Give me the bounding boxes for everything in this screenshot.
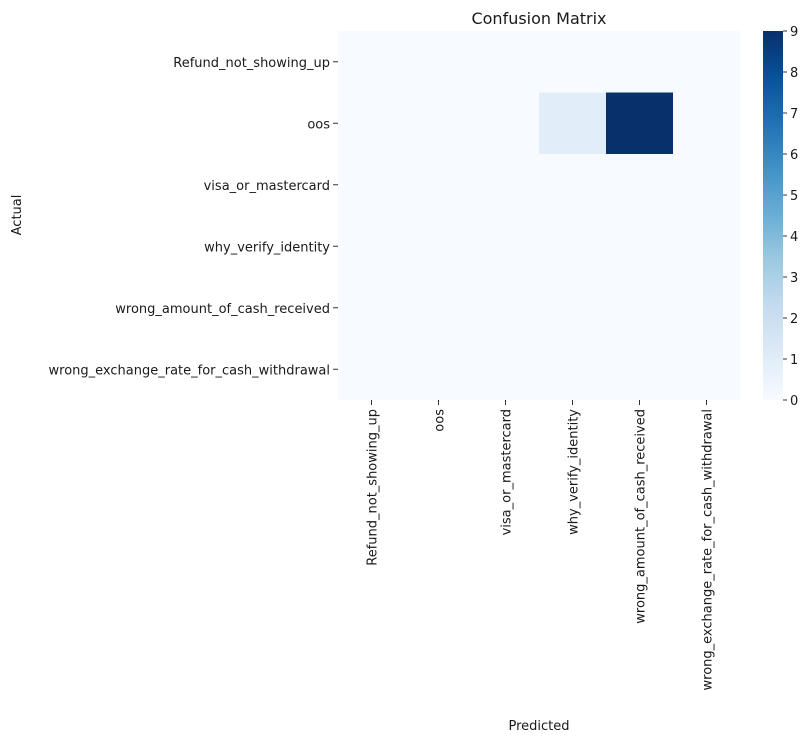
y-tick-label: Refund_not_showing_up <box>173 56 330 71</box>
heatmap-cell-r0-c0 <box>338 31 406 93</box>
heatmap-cell-r1-c0 <box>338 92 406 155</box>
y-tick-label: oos <box>307 117 330 132</box>
colorbar-tick-label: 3 <box>790 271 798 286</box>
heatmap-cell-r0-c2 <box>472 31 540 93</box>
y-tick-label: wrong_exchange_rate_for_cash_withdrawal <box>49 363 330 378</box>
heatmap-cell-r1-c4 <box>606 92 674 155</box>
heatmap-cell-r5-c5 <box>673 338 741 401</box>
heatmap-cell-r4-c4 <box>606 277 674 339</box>
heatmap-cell-r5-c0 <box>338 338 406 401</box>
colorbar-tick-label: 7 <box>790 107 798 122</box>
heatmap-cell-r4-c5 <box>673 277 741 339</box>
heatmap-cell-r2-c1 <box>405 154 473 216</box>
x-tick-label: visa_or_mastercard <box>500 409 515 535</box>
x-tick-label: wrong_amount_of_cash_received <box>634 409 649 624</box>
x-tick-label: Refund_not_showing_up <box>366 409 381 566</box>
heatmap-cell-r3-c0 <box>338 215 406 278</box>
y-axis-label: Actual <box>10 195 25 236</box>
heatmap-cell-r4-c3 <box>539 277 607 339</box>
colorbar-tick-label: 8 <box>790 66 798 81</box>
colorbar-tick-label: 9 <box>790 25 798 40</box>
colorbar-tick-label: 4 <box>790 230 798 245</box>
heatmap-cell-r0-c3 <box>539 31 607 93</box>
heatmap-cell-r2-c2 <box>472 154 540 216</box>
heatmap-cell-r1-c5 <box>673 92 741 155</box>
x-tick-label: why_verify_identity <box>567 409 582 535</box>
heatmap-cell-r0-c4 <box>606 31 674 93</box>
colorbar-tick-label: 6 <box>790 148 798 163</box>
heatmap-cell-r3-c3 <box>539 215 607 278</box>
x-tick-label: oos <box>433 409 448 432</box>
heatmap-cell-r4-c2 <box>472 277 540 339</box>
x-axis-label: Predicted <box>508 719 569 734</box>
y-tick-label: wrong_amount_of_cash_received <box>115 302 330 317</box>
colorbar <box>763 31 783 400</box>
y-tick-label: why_verify_identity <box>204 240 330 255</box>
colorbar-tick-label: 2 <box>790 312 798 327</box>
heatmap-cell-r5-c1 <box>405 338 473 401</box>
x-tick-label: wrong_exchange_rate_for_cash_withdrawal <box>701 409 716 690</box>
heatmap-cell-r0-c5 <box>673 31 741 93</box>
heatmap-cell-r3-c5 <box>673 215 741 278</box>
colorbar-tick-label: 5 <box>790 189 798 204</box>
heatmap-cell-r2-c0 <box>338 154 406 216</box>
heatmap-cell-r1-c1 <box>405 92 473 155</box>
heatmap-cell-r1-c3 <box>539 92 607 155</box>
heatmap-cell-r5-c3 <box>539 338 607 401</box>
heatmap-cell-r0-c1 <box>405 31 473 93</box>
heatmap-cell-r3-c4 <box>606 215 674 278</box>
heatmap-cell-r2-c3 <box>539 154 607 216</box>
y-tick-label: visa_or_mastercard <box>204 179 330 194</box>
heatmap-cell-r5-c2 <box>472 338 540 401</box>
heatmap-cell-r4-c0 <box>338 277 406 339</box>
heatmap-cell-r3-c1 <box>405 215 473 278</box>
heatmap-cell-r2-c4 <box>606 154 674 216</box>
colorbar-ticks: 0 1 2 3 4 5 6 7 8 9 <box>783 25 798 409</box>
heatmap-cell-r2-c5 <box>673 154 741 216</box>
colorbar-tick-label: 0 <box>790 394 798 409</box>
heatmap-cell-r5-c4 <box>606 338 674 401</box>
heatmap-cell-r4-c1 <box>405 277 473 339</box>
x-axis-ticks: Refund_not_showing_up oos visa_or_masterca… <box>366 400 716 690</box>
chart-title: Confusion Matrix <box>471 9 606 28</box>
colorbar-tick-label: 1 <box>790 353 798 368</box>
heatmap-cell-r1-c2 <box>472 92 540 155</box>
heatmap-cells <box>338 31 741 401</box>
heatmap-cell-r3-c2 <box>472 215 540 278</box>
